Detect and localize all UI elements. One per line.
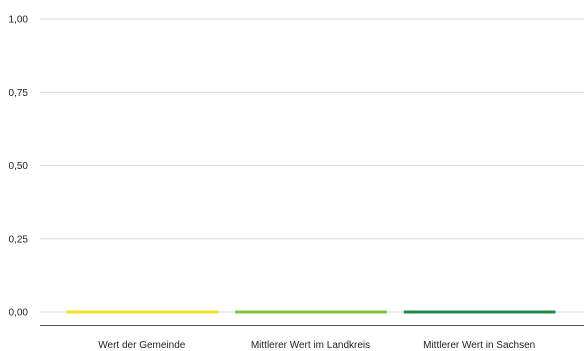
y-tick-label: 0,50 [9, 161, 29, 172]
y-tick-label: 0,75 [9, 88, 29, 99]
x-category-label: Wert der Gemeinde [98, 340, 186, 351]
bar [66, 310, 219, 314]
y-tick-label: 1,00 [9, 15, 29, 26]
y-tick-label: 0,25 [9, 234, 29, 245]
x-category-label: Mittlerer Wert in Sachsen [423, 340, 535, 351]
gridlines [40, 18, 584, 313]
bar [235, 310, 387, 314]
x-category-label: Mittlerer Wert im Landkreis [251, 340, 370, 351]
bar [403, 310, 556, 314]
x-axis-category-labels: Wert der Gemeinde Mittlerer Wert im Landk… [98, 340, 535, 351]
y-axis-tick-labels: 0,00 0,25 0,50 0,75 1,00 [9, 15, 29, 319]
y-tick-label: 0,00 [9, 308, 29, 319]
bars [66, 310, 556, 314]
